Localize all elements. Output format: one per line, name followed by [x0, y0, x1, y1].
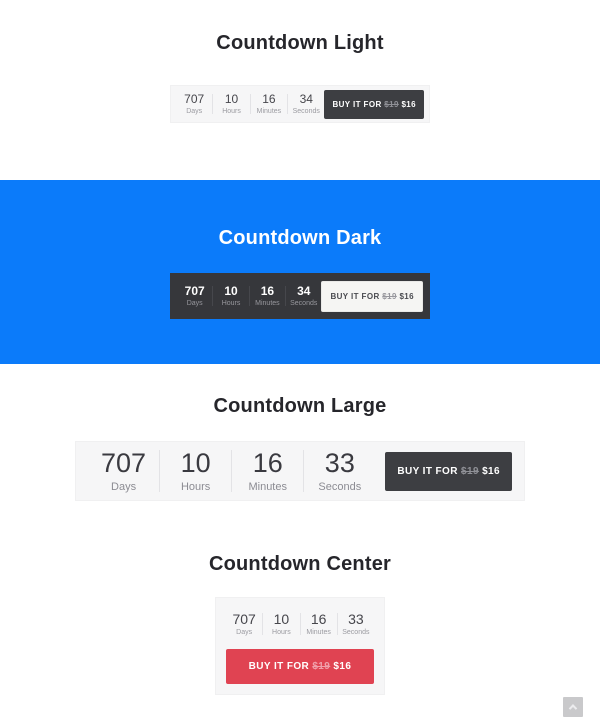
countdown-unit-minutes: 16 Minutes: [250, 284, 285, 307]
buy-button[interactable]: BUY IT FOR $19 $16: [226, 649, 374, 684]
new-price: $16: [330, 661, 352, 672]
countdown-unit-days: 707 Days: [177, 284, 212, 307]
countdown-units: 707 Days 10 Hours 16 Minutes 33 Seconds: [88, 448, 375, 493]
divider: [336, 613, 338, 635]
countdown-value: 16: [310, 611, 327, 628]
divider: [212, 286, 214, 306]
countdown-unit-hours: 10 Hours: [160, 448, 231, 493]
countdown-units: 707 Days 10 Hours 16 Minutes 34 Seconds: [177, 284, 321, 307]
section-title: Countdown Large: [213, 395, 387, 417]
countdown-label: Hours: [272, 628, 291, 636]
countdown-label: Days: [186, 107, 203, 115]
countdown-label: Minutes: [248, 480, 287, 493]
buy-button[interactable]: BUY IT FOR $19 $16: [321, 280, 423, 312]
countdown-widget: 707 Days 10 Hours 16 Minutes 33 Seconds …: [215, 597, 385, 695]
countdown-unit-seconds: 34 Seconds: [286, 284, 321, 307]
divider: [287, 94, 289, 114]
divider: [248, 286, 250, 306]
buy-button[interactable]: BUY IT FOR $19 $16: [385, 451, 512, 491]
divider: [303, 450, 305, 492]
countdown-unit-hours: 10 Hours: [263, 611, 299, 636]
divider: [159, 450, 161, 492]
countdown-label: Seconds: [342, 628, 370, 636]
countdown-label: Days: [111, 480, 137, 493]
countdown-value: 707: [184, 284, 205, 299]
divider: [231, 450, 233, 492]
old-price: $19: [461, 465, 479, 477]
countdown-unit-minutes: 16 Minutes: [301, 611, 337, 636]
countdown-label: Seconds: [292, 107, 320, 115]
divider: [262, 613, 264, 635]
countdown-value: 16: [252, 448, 283, 479]
countdown-unit-days: 707 Days: [226, 611, 262, 636]
section-countdown-light: Countdown Light 707 Days 10 Hours 16 Min…: [0, 0, 600, 180]
countdown-label: Seconds: [290, 299, 318, 307]
countdown-label: Minutes: [306, 628, 331, 636]
countdown-label: Days: [186, 299, 203, 307]
buy-button-label: BUY IT FOR: [330, 291, 383, 301]
section-title: Countdown Dark: [218, 227, 382, 249]
countdown-unit-hours: 10 Hours: [213, 284, 248, 307]
countdown-value: 16: [260, 284, 275, 299]
countdown-value: 33: [324, 448, 355, 479]
countdown-value: 707: [101, 448, 147, 479]
countdown-value: 10: [273, 611, 290, 628]
section-title: Countdown Center: [208, 553, 392, 575]
old-price: $19: [312, 661, 331, 672]
countdown-value: 707: [232, 611, 256, 628]
countdown-unit-seconds: 33 Seconds: [304, 448, 375, 493]
countdown-label: Minutes: [256, 107, 282, 115]
buy-button[interactable]: BUY IT FOR $19 $16: [324, 89, 424, 119]
countdown-unit-days: 707 Days: [176, 92, 212, 115]
countdown-value: 34: [297, 284, 311, 299]
countdown-unit-minutes: 16 Minutes: [232, 448, 303, 493]
countdown-label: Hours: [222, 107, 241, 115]
buy-button-label: BUY IT FOR: [397, 465, 462, 477]
countdown-label: Minutes: [255, 299, 280, 307]
divider: [249, 94, 251, 114]
countdown-unit-days: 707 Days: [88, 448, 159, 493]
buy-button-label: BUY IT FOR: [332, 99, 385, 109]
back-to-top-button[interactable]: [563, 697, 583, 717]
countdown-label: Seconds: [318, 480, 362, 493]
divider: [285, 286, 287, 306]
new-price: $16: [398, 99, 416, 109]
countdown-widget: 707 Days 10 Hours 16 Minutes 33 Seconds …: [75, 441, 525, 501]
new-price: $16: [396, 291, 414, 301]
countdown-value: 10: [224, 92, 239, 107]
new-price: $16: [478, 465, 500, 477]
countdown-label: Hours: [221, 299, 241, 307]
countdown-value: 707: [184, 92, 205, 107]
section-countdown-dark: Countdown Dark 707 Days 10 Hours 16 Minu…: [0, 180, 600, 364]
old-price: $19: [382, 291, 397, 301]
section-countdown-large: Countdown Large 707 Days 10 Hours 16 Min…: [0, 364, 600, 501]
countdown-units: 707 Days 10 Hours 16 Minutes 34 Seconds: [176, 92, 324, 115]
countdown-label: Days: [236, 628, 253, 636]
countdown-units: 707 Days 10 Hours 16 Minutes 33 Seconds: [226, 606, 374, 642]
buy-button-label: BUY IT FOR: [248, 661, 313, 672]
countdown-label: Hours: [180, 480, 211, 493]
countdown-value: 10: [224, 284, 238, 299]
countdown-value: 10: [180, 448, 211, 479]
old-price: $19: [384, 99, 399, 109]
countdown-unit-seconds: 34 Seconds: [288, 92, 324, 115]
countdown-unit-seconds: 33 Seconds: [338, 611, 374, 636]
countdown-value: 34: [299, 92, 313, 107]
countdown-value: 16: [262, 92, 276, 107]
countdown-widget: 707 Days 10 Hours 16 Minutes 34 Seconds …: [170, 85, 430, 123]
divider: [212, 94, 214, 114]
countdown-unit-minutes: 16 Minutes: [251, 92, 287, 115]
countdown-unit-hours: 10 Hours: [213, 92, 249, 115]
countdown-widget: 707 Days 10 Hours 16 Minutes 34 Seconds …: [170, 273, 430, 319]
countdown-value: 33: [348, 611, 364, 628]
section-title: Countdown Light: [216, 32, 384, 54]
divider: [299, 613, 301, 635]
chevron-up-icon: [568, 704, 578, 713]
section-countdown-center: Countdown Center 707 Days 10 Hours 16 Mi…: [0, 500, 600, 695]
